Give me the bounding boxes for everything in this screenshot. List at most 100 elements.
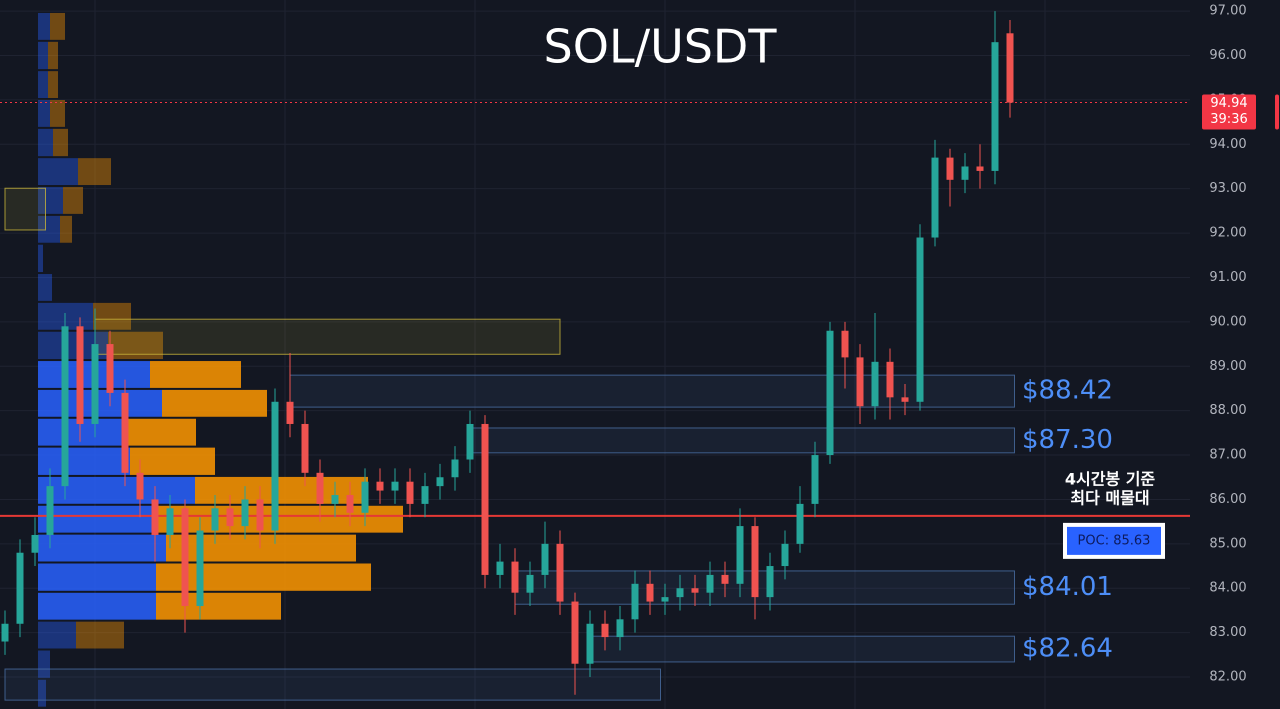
zone-box	[514, 570, 1015, 605]
candle-body	[151, 499, 159, 535]
candle-body	[436, 477, 444, 487]
candle-body	[646, 583, 654, 602]
candle-body	[211, 508, 219, 531]
y-tick-label: 90.00	[1209, 314, 1246, 329]
candle-body	[556, 543, 564, 602]
candle-body	[391, 481, 399, 491]
y-tick-label: 92.00	[1209, 226, 1246, 241]
candle-body	[241, 499, 249, 527]
candle-body	[811, 455, 819, 504]
candle-body	[586, 623, 594, 664]
candle-body	[631, 583, 639, 620]
y-tick-label: 97.00	[1209, 4, 1246, 19]
candle-body	[361, 481, 369, 513]
candle-body	[196, 530, 204, 607]
candle-body	[31, 534, 39, 553]
candle-body	[91, 344, 99, 424]
candle-body	[946, 157, 954, 180]
profile-sell-bar	[156, 592, 281, 620]
profile-buy-bar	[38, 389, 162, 417]
profile-buy-bar	[38, 71, 48, 99]
countdown-label: 39:36	[1210, 112, 1247, 127]
annotation: 4시간봉 기준	[1065, 469, 1156, 488]
candle-body	[466, 423, 474, 460]
candle-body	[526, 574, 534, 593]
candle-body	[841, 330, 849, 358]
last-price-box	[1202, 94, 1256, 130]
candle-body	[451, 459, 459, 478]
zone-box	[4, 187, 46, 231]
profile-sell-bar	[93, 302, 131, 330]
candle-body	[766, 566, 774, 598]
candle-body	[136, 472, 144, 500]
profile-sell-bar	[53, 128, 68, 157]
profile-buy-bar	[38, 100, 50, 127]
profile-sell-bar	[63, 187, 83, 214]
zone-box	[289, 374, 1015, 408]
profile-buy-bar	[38, 274, 52, 301]
poc-label: POC: 85.63	[1078, 533, 1151, 548]
profile-buy-bar	[38, 534, 166, 562]
candle-body	[166, 508, 174, 535]
annotation: 최다 매물대	[1070, 488, 1149, 507]
candle-body	[601, 623, 609, 638]
candle-body	[916, 237, 924, 402]
profile-sell-bar	[48, 71, 58, 99]
candle-body	[691, 588, 699, 593]
y-tick-label: 86.00	[1209, 492, 1246, 507]
candle-body	[991, 42, 999, 171]
candle-body	[256, 499, 264, 531]
candle-body	[931, 157, 939, 238]
candle-body	[226, 508, 234, 527]
profile-buy-bar	[38, 215, 60, 243]
y-tick-label: 96.00	[1209, 48, 1246, 63]
candle-body	[301, 423, 309, 473]
scroll-marker	[1275, 94, 1279, 130]
profile-buy-bar	[38, 187, 63, 214]
candle-body	[271, 401, 279, 531]
profile-sell-bar	[195, 476, 368, 504]
candle-body	[1, 623, 9, 642]
y-tick-label: 93.00	[1209, 181, 1246, 196]
last-price-label: 94.94	[1210, 96, 1247, 111]
profile-buy-bar	[38, 621, 76, 649]
candle-body	[511, 561, 519, 593]
zone-label: $88.42	[1022, 376, 1113, 406]
profile-sell-bar	[166, 534, 356, 562]
profile-buy-bar	[38, 41, 48, 70]
profile-buy-bar	[38, 128, 53, 157]
candle-body	[961, 166, 969, 180]
zone-box	[94, 318, 561, 355]
candle-body	[706, 574, 714, 593]
profile-sell-bar	[50, 12, 65, 40]
candle-body	[421, 486, 429, 504]
candle-body	[796, 503, 804, 544]
profile-sell-bar	[60, 215, 72, 243]
candle-body	[826, 330, 834, 456]
candle-body	[751, 526, 759, 598]
zone-label: $82.64	[1022, 634, 1113, 664]
y-tick-label: 87.00	[1209, 448, 1246, 463]
candle-body	[181, 508, 189, 607]
profile-buy-bar	[38, 447, 130, 475]
candle-body	[331, 495, 339, 504]
poc-box	[1067, 526, 1161, 555]
candle-body	[736, 526, 744, 584]
candle-body	[286, 401, 294, 424]
candle-body	[661, 597, 669, 602]
zone-box	[469, 427, 1015, 454]
y-tick-label: 84.00	[1209, 581, 1246, 596]
profile-buy-bar	[38, 563, 156, 591]
y-tick-label: 85.00	[1209, 536, 1246, 551]
profile-sell-bar	[150, 361, 241, 388]
candle-body	[781, 543, 789, 567]
candle-body	[676, 588, 684, 598]
candle-body	[976, 166, 984, 171]
zone-box	[4, 668, 661, 701]
profile-sell-bar	[50, 100, 65, 127]
zone-label: $87.30	[1022, 425, 1113, 455]
candle-body	[616, 619, 624, 638]
y-tick-label: 89.00	[1209, 359, 1246, 374]
zone-box	[589, 635, 1015, 663]
